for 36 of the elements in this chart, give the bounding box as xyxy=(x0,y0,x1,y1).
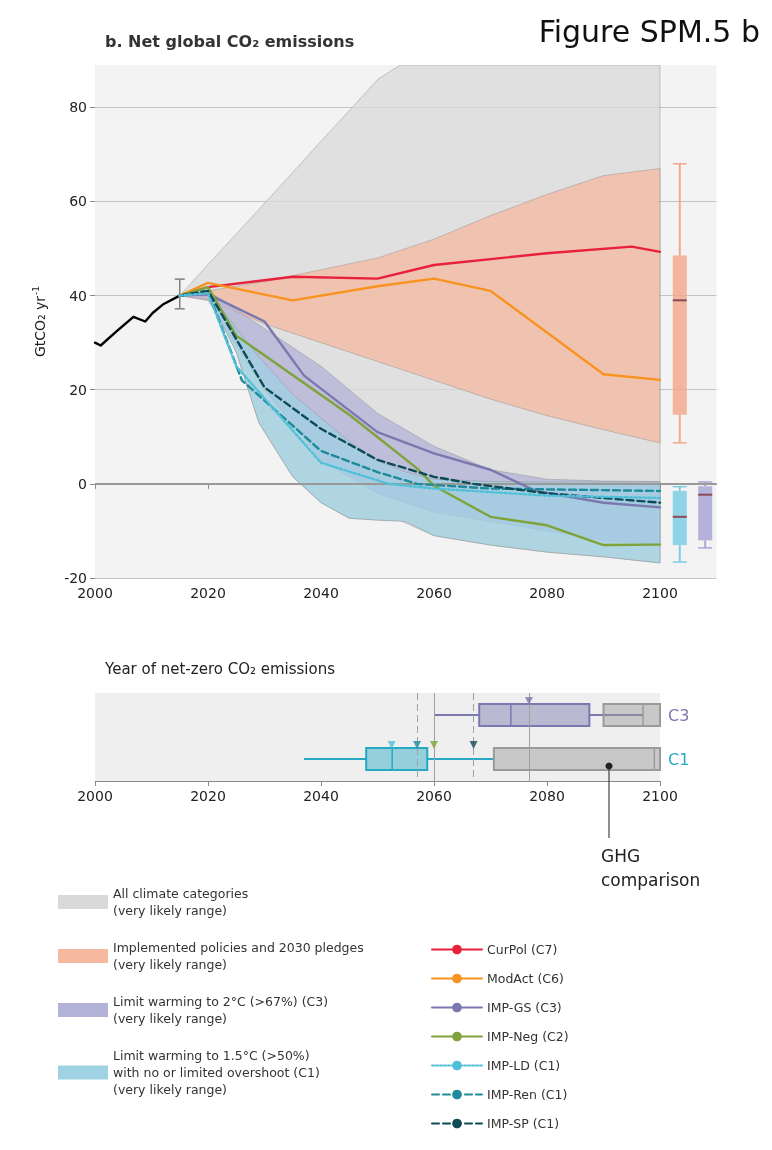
y-axis-title: GtCO₂ yr-1 xyxy=(30,285,48,358)
x-tick-label: 2000 xyxy=(77,788,113,804)
legend-label: Limit warming to 1.5°C (>50%) with no or limited overshoot (C1) (very likely range) xyxy=(113,1048,320,1097)
y-tick-label: C1 xyxy=(668,749,690,769)
legend-label: CurPol (C7) xyxy=(487,942,558,957)
x-tick-label: 2080 xyxy=(529,585,565,601)
legend-label: IMP-Ren (C1) xyxy=(487,1087,568,1102)
y-tick-label: 60 xyxy=(69,193,87,210)
x-tick-label: 2080 xyxy=(529,788,565,804)
text: Figure SPM.5 b xyxy=(538,13,761,49)
legend-label: IMP-GS (C3) xyxy=(487,1000,562,1015)
legend-label: ModAct (C6) xyxy=(487,971,564,986)
x-tick-label: 2000 xyxy=(77,585,113,601)
x-tick-label: 2020 xyxy=(190,585,226,601)
chart-title: Year of net-zero CO₂ emissions xyxy=(104,659,336,678)
y-tick-label: C3 xyxy=(668,705,690,725)
y-tick-label: -20 xyxy=(64,570,87,586)
y-tick-label: 20 xyxy=(69,381,87,398)
x-tick-label: 2060 xyxy=(416,585,452,601)
y-tick-label: 0 xyxy=(78,475,87,492)
y-tick-label: 40 xyxy=(69,287,87,304)
legend-label: All climate categories (very likely range) xyxy=(113,886,249,918)
x-tick-label: 2040 xyxy=(303,585,339,601)
x-tick-label: 2060 xyxy=(416,788,452,804)
legend-label: Limit warming to 2°C (>67%) (C3) (very likely range) xyxy=(113,994,329,1026)
text: GHG comparison xyxy=(601,846,701,890)
x-tick-label: 2100 xyxy=(642,788,678,804)
x-tick-label: 2020 xyxy=(190,788,226,804)
legend-label: IMP-Neg (C2) xyxy=(487,1029,569,1044)
legend-label: IMP-SP (C1) xyxy=(487,1116,560,1131)
y-tick-label: 80 xyxy=(69,99,87,116)
legend-label: Implemented policies and 2030 pledges (very likely range) xyxy=(113,940,364,972)
legend-label: IMP-LD (C1) xyxy=(487,1058,561,1073)
x-tick-label: 2040 xyxy=(303,788,339,804)
chart-title: b. Net global CO₂ emissions xyxy=(105,31,355,51)
x-tick-label: 2100 xyxy=(642,585,678,601)
